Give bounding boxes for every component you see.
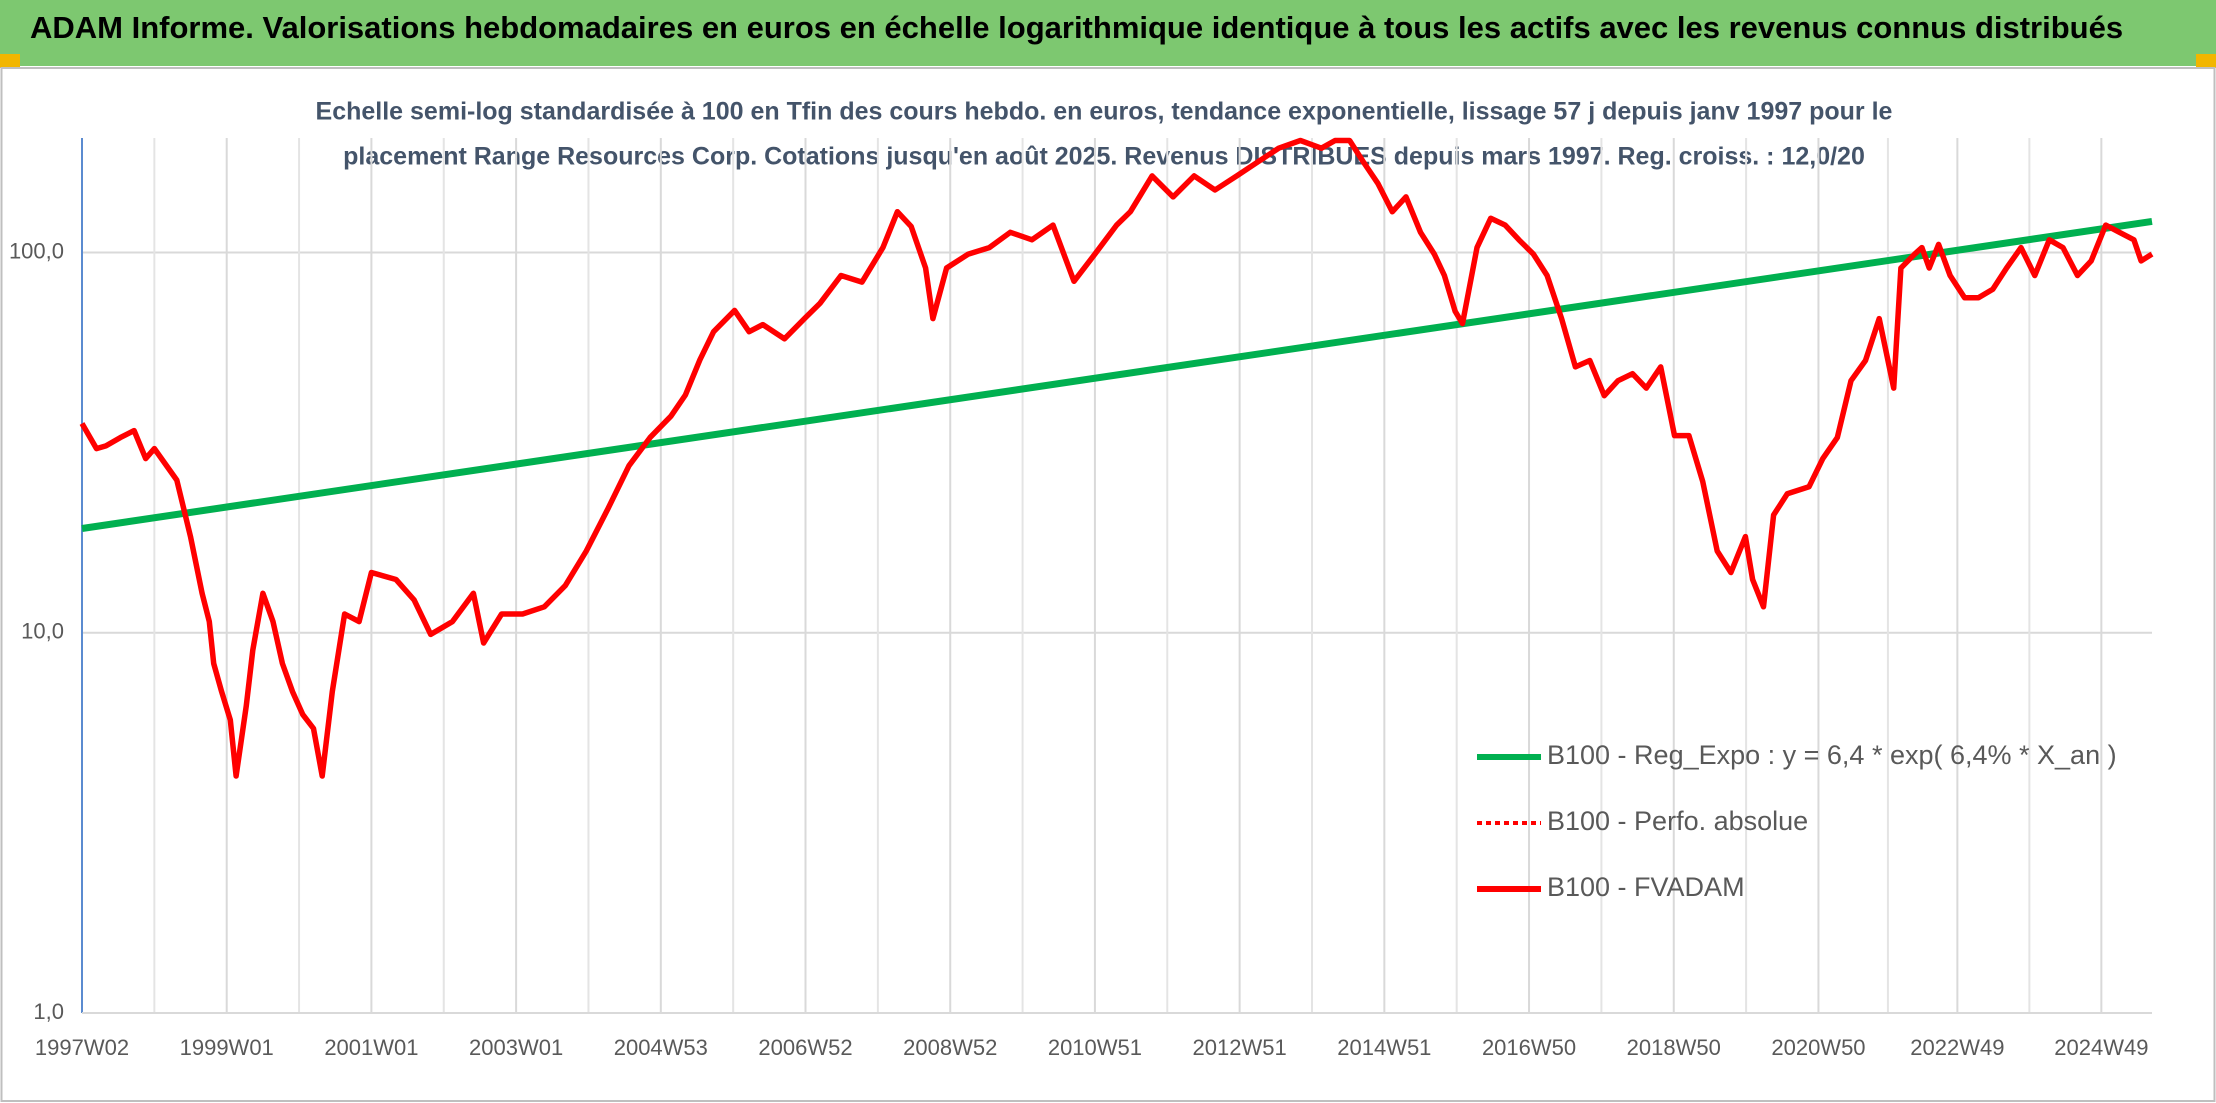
x-tick-label: 2004W53 <box>614 1035 708 1060</box>
legend-label: B100 - Reg_Expo : y = 6,4 * exp( 6,4% * … <box>1547 740 2117 770</box>
series-line <box>79 137 2154 779</box>
page-title: ADAM Informe. Valorisations hebdomadaire… <box>30 10 2123 45</box>
x-tick-label: 2001W01 <box>324 1035 418 1060</box>
x-tick-label: 2024W49 <box>2054 1035 2148 1060</box>
x-tick-label: 2012W51 <box>1193 1035 1287 1060</box>
y-tick-label: 1,0 <box>33 999 64 1024</box>
legend-label: B100 - FVADAM <box>1547 872 1745 902</box>
x-tick-label: 2014W51 <box>1337 1035 1431 1060</box>
y-tick-label: 100,0 <box>9 238 64 263</box>
x-tick-label: 1999W01 <box>180 1035 274 1060</box>
panel-border <box>0 67 2216 1102</box>
y-tick-label: 10,0 <box>21 619 64 644</box>
x-tick-label: 2006W52 <box>758 1035 852 1060</box>
x-tick-label: 2016W50 <box>1482 1035 1576 1060</box>
x-tick-label: 2003W01 <box>469 1035 563 1060</box>
series-line <box>81 217 2153 532</box>
legend-label: B100 - Perfo. absolue <box>1547 806 1808 836</box>
x-tick-label: 1997W02 <box>35 1035 129 1060</box>
corner-right <box>2196 54 2216 68</box>
corner-left <box>0 54 20 68</box>
chart-subtitle: Echelle semi-log standardisée à 100 en T… <box>316 98 1893 126</box>
header-bar <box>0 0 2216 66</box>
x-tick-label: 2022W49 <box>1910 1035 2004 1060</box>
x-tick-label: 2010W51 <box>1048 1035 1142 1060</box>
x-tick-label: 2008W52 <box>903 1035 997 1060</box>
chart-subtitle: placement Range Resources Corp. Cotation… <box>343 143 1865 171</box>
x-tick-label: 2020W50 <box>1771 1035 1865 1060</box>
x-tick-label: 2018W50 <box>1627 1035 1721 1060</box>
